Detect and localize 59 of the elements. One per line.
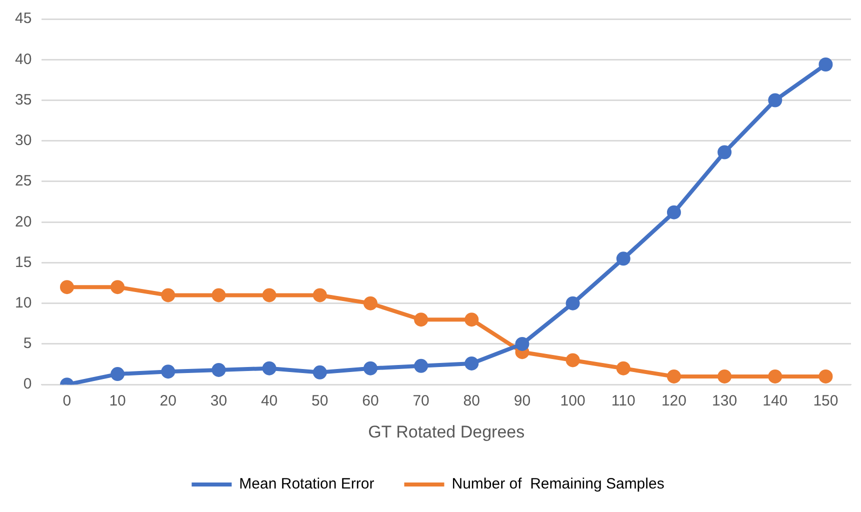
point: [718, 369, 732, 384]
y-tick-label: 30: [14, 132, 32, 150]
point: [768, 93, 782, 108]
legend-label: Number of Remaining Samples: [452, 476, 664, 493]
x-tick-label: 50: [312, 392, 328, 410]
x-tick-label: 90: [514, 392, 531, 410]
x-tick-label: 100: [560, 392, 586, 410]
point: [515, 336, 530, 351]
point: [464, 356, 479, 370]
point: [566, 296, 580, 310]
y-tick-label: 10: [14, 294, 32, 312]
y-tick-label: 0: [23, 376, 32, 393]
x-tick-label: 140: [762, 392, 788, 410]
x-axis-title: GT Rotated Degrees: [368, 422, 525, 442]
point: [666, 205, 681, 220]
point: [414, 312, 428, 327]
point: [161, 364, 176, 379]
y-tick-label: 15: [14, 254, 32, 271]
point: [363, 296, 378, 310]
point: [161, 288, 176, 302]
x-tick-label: 40: [260, 392, 278, 410]
point: [212, 362, 226, 377]
point: [616, 361, 630, 376]
point: [262, 361, 276, 376]
x-tick-label: 60: [362, 392, 379, 410]
point: [212, 288, 226, 302]
x-tick-label: 70: [412, 392, 430, 410]
point: [616, 252, 630, 266]
point: [312, 365, 327, 380]
point: [666, 369, 681, 384]
point: [110, 280, 125, 294]
x-tick-label: 150: [813, 392, 838, 410]
x-tick-label: 120: [661, 392, 686, 410]
x-tick-label: 130: [712, 392, 738, 410]
point: [718, 145, 732, 160]
point: [464, 312, 479, 327]
point: [312, 288, 327, 302]
point: [110, 367, 125, 382]
y-tick-label: 40: [14, 50, 32, 68]
y-tick-label: 45: [14, 10, 32, 28]
point: [60, 280, 74, 294]
point: [262, 288, 276, 302]
y-tick-label: 20: [14, 213, 32, 230]
x-tick-label: 0: [62, 392, 72, 410]
y-tick-label: 5: [23, 335, 32, 352]
y-tick-label: 25: [14, 172, 32, 190]
x-tick-label: 80: [463, 392, 480, 410]
point: [818, 57, 833, 72]
x-tick-label: 20: [160, 392, 176, 410]
x-tick-label: 30: [210, 392, 228, 410]
point: [768, 369, 782, 384]
point: [414, 358, 428, 373]
y-tick-label: 35: [14, 91, 32, 108]
point: [566, 353, 580, 368]
legend-label: Mean Rotation Error: [239, 476, 374, 493]
point: [818, 369, 833, 384]
x-tick-label: 10: [109, 392, 126, 410]
point: [363, 361, 378, 376]
x-tick-label: 110: [611, 392, 636, 410]
